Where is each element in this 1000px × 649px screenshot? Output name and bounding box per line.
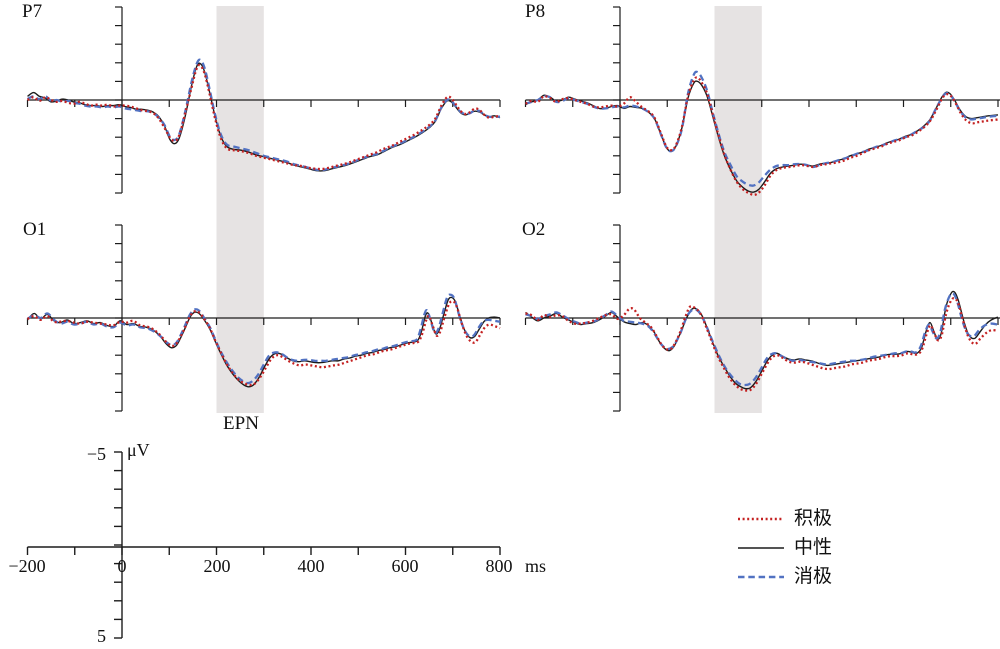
legend: 积极 中性 消极 xyxy=(737,504,832,591)
legend-line-negative-icon xyxy=(738,575,784,578)
waveform-p8-negative xyxy=(525,70,999,187)
waveform-o2-negative xyxy=(525,292,999,387)
legend-item-positive: 积极 xyxy=(737,504,832,533)
panel-axes xyxy=(26,6,501,194)
epn-shade-region xyxy=(216,6,264,413)
panel-title-p7: P7 xyxy=(22,1,43,22)
waveform-p7-negative xyxy=(26,58,500,172)
waveform-o1-positive xyxy=(27,300,501,387)
legend-item-negative: 消极 xyxy=(737,562,832,591)
legend-line-neutral-icon xyxy=(738,546,784,549)
legend-label-negative: 消极 xyxy=(794,566,833,587)
y-axis-unit-label: μV xyxy=(127,440,150,460)
x-tick-label-800: 800 xyxy=(485,556,513,576)
epn-shade-region xyxy=(714,6,762,413)
legend-label-positive: 积极 xyxy=(794,508,833,529)
panel-title-o1: O1 xyxy=(23,219,47,240)
legend-item-neutral: 中性 xyxy=(737,533,832,562)
y-axis-top-tick-label: −5 xyxy=(86,444,106,464)
x-axis-unit-label: ms xyxy=(525,556,547,576)
x-tick-label-200: 200 xyxy=(203,556,231,576)
x-tick-label-0: 0 xyxy=(117,556,127,576)
x-tick-label-neg200: −200 xyxy=(8,556,46,576)
waveform-p8-positive xyxy=(525,76,999,197)
y-axis-bottom-tick-label: 5 xyxy=(97,626,106,646)
waveform-p7-positive xyxy=(26,63,501,171)
panel-axes xyxy=(524,6,1000,194)
scale-axes xyxy=(26,451,501,639)
panel-title-p8: P8 xyxy=(525,1,546,22)
x-tick-label-600: 600 xyxy=(391,556,419,576)
x-tick-label-400: 400 xyxy=(297,556,325,576)
legend-label-neutral: 中性 xyxy=(794,537,833,558)
panel-axes xyxy=(26,224,501,412)
waveform-o2-positive xyxy=(525,296,999,392)
waveform-o1-negative xyxy=(26,293,501,385)
panel-title-o2: O2 xyxy=(522,219,546,240)
legend-line-positive-icon xyxy=(738,517,784,520)
epn-annotation: EPN xyxy=(223,413,259,434)
